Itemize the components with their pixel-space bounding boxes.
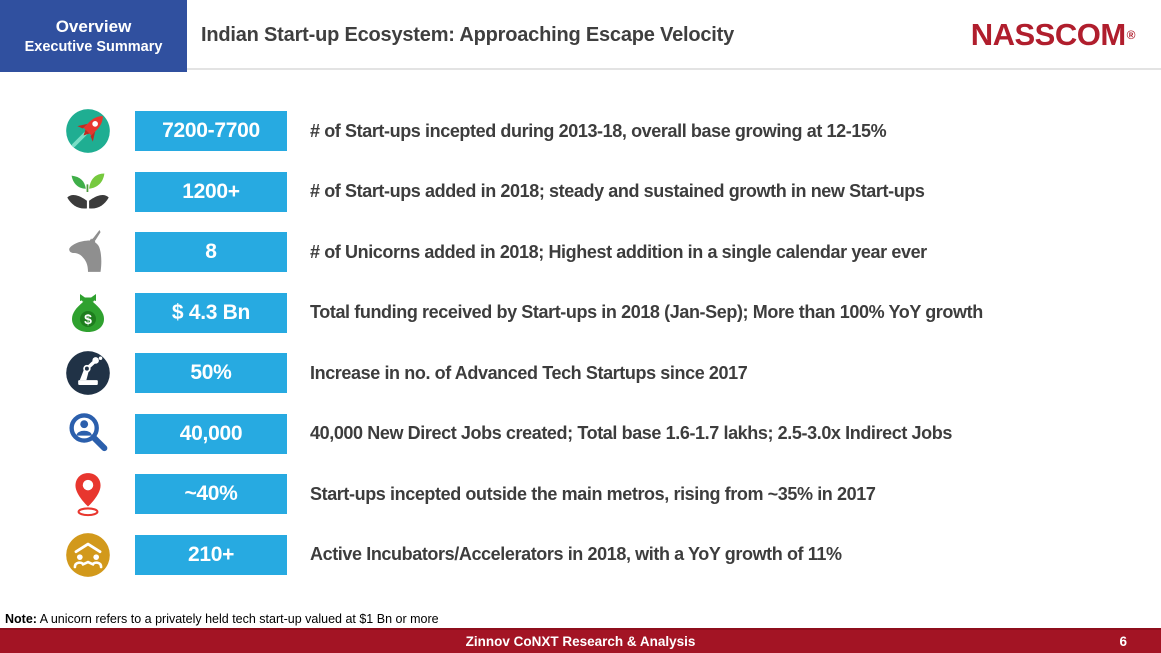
stat-description: # of Start-ups added in 2018; steady and… xyxy=(310,181,925,201)
stat-badge: ~40% xyxy=(135,474,287,514)
header: Overview Executive Summary Indian Start-… xyxy=(0,0,1161,72)
stat-rows: 7200-7700 # of Start-ups incepted during… xyxy=(0,109,1161,577)
registered-trademark: ® xyxy=(1126,28,1136,42)
stat-description: Increase in no. of Advanced Tech Startup… xyxy=(310,362,748,383)
stat-badge: 40,000 xyxy=(135,413,287,454)
stat-row: 50% Increase in no. of Advanced Tech Sta… xyxy=(62,351,1161,395)
stat-badge: 8 xyxy=(135,232,287,272)
magnifier-person-icon xyxy=(62,410,114,458)
footer-bar: Zinnov CoNXT Research & Analysis 6 xyxy=(0,628,1161,653)
stat-row: ~40% Start-ups incepted outside the main… xyxy=(62,471,1161,517)
stat-badge: 1200+ xyxy=(135,171,287,212)
rocket-icon xyxy=(62,107,114,155)
section-tab: Overview Executive Summary xyxy=(0,0,187,72)
svg-text:$: $ xyxy=(84,311,92,327)
stat-description: Total funding received by Start-ups in 2… xyxy=(310,302,983,322)
stat-description: # of Start-ups incepted during 2013-18, … xyxy=(310,120,887,141)
stat-row: 40,000 40,000 New Direct Jobs created; T… xyxy=(62,412,1161,454)
incubator-icon xyxy=(62,531,114,579)
nasscom-logo-text: NASSCOM xyxy=(970,17,1126,52)
footnote: Note: A unicorn refers to a privately he… xyxy=(5,612,439,626)
stat-badge: 50% xyxy=(135,353,287,393)
stat-description: # of Unicorns added in 2018; Highest add… xyxy=(310,241,927,262)
location-pin-icon xyxy=(62,471,114,517)
footer-credit: Zinnov CoNXT Research & Analysis xyxy=(465,634,696,649)
stat-row: 8 # of Unicorns added in 2018; Highest a… xyxy=(62,229,1161,275)
stat-row: $ $ 4.3 Bn Total funding received by Sta… xyxy=(62,291,1161,335)
stat-row: 7200-7700 # of Start-ups incepted during… xyxy=(62,109,1161,153)
nasscom-logo: NASSCOM ® xyxy=(970,0,1136,70)
stat-row: 210+ Active Incubators/Accelerators in 2… xyxy=(62,532,1161,577)
stat-description: 40,000 New Direct Jobs created; Total ba… xyxy=(310,423,952,443)
footnote-text: A unicorn refers to a privately held tec… xyxy=(36,612,439,626)
page-title: Indian Start-up Ecosystem: Approaching E… xyxy=(201,23,735,46)
footnote-label: Note: xyxy=(5,612,37,626)
stat-description: Start-ups incepted outside the main metr… xyxy=(310,483,876,504)
section-tab-subtitle: Executive Summary xyxy=(24,38,163,55)
seedling-hands-icon xyxy=(62,168,114,216)
stat-badge: 210+ xyxy=(135,534,287,575)
stat-badge: $ 4.3 Bn xyxy=(135,292,287,333)
stat-badge: 7200-7700 xyxy=(135,111,287,151)
unicorn-icon xyxy=(62,229,114,275)
section-tab-title: Overview xyxy=(55,17,132,37)
stat-row: 1200+ # of Start-ups added in 2018; stea… xyxy=(62,171,1161,212)
robot-arm-icon xyxy=(62,349,114,397)
stat-description: Active Incubators/Accelerators in 2018, … xyxy=(310,544,842,564)
page-number: 6 xyxy=(1119,634,1127,649)
money-bag-icon: $ xyxy=(62,291,114,335)
